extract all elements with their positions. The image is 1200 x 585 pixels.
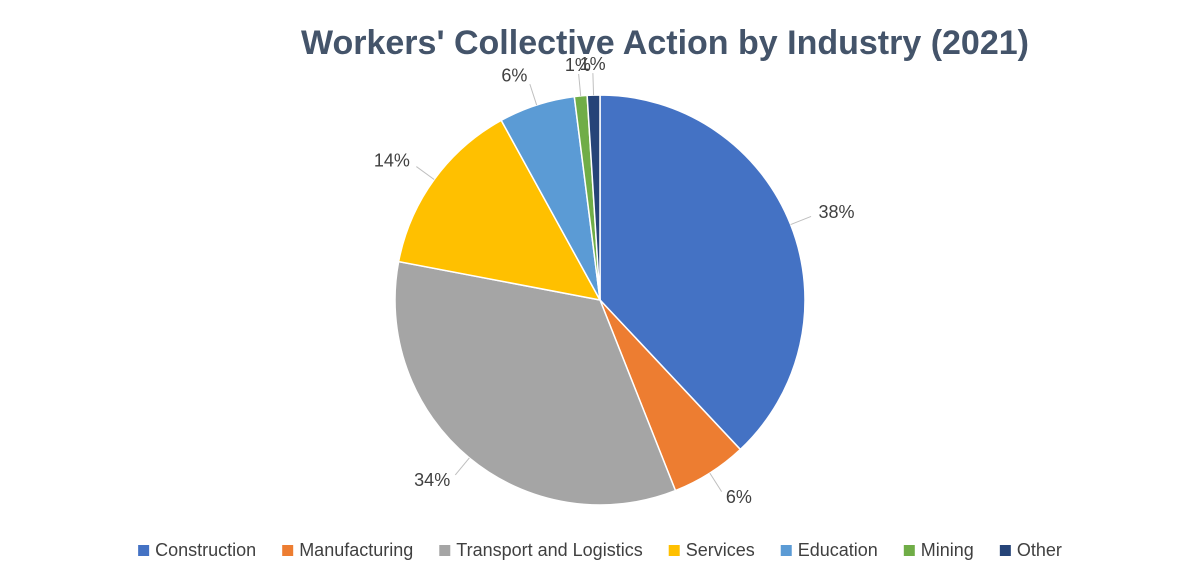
legend-label: Education xyxy=(798,540,878,560)
chart-title: Workers' Collective Action by Industry (… xyxy=(301,24,1029,62)
legend-label: Construction xyxy=(155,540,256,560)
legend-label: Services xyxy=(686,540,755,560)
data-label: 14% xyxy=(374,151,410,171)
data-label: 1% xyxy=(565,55,591,75)
data-label: 6% xyxy=(501,65,527,85)
pie-slice xyxy=(394,260,677,506)
pie-slice xyxy=(397,119,602,302)
legend-label: Other xyxy=(1017,540,1062,560)
legend-swatch xyxy=(439,545,451,556)
leader-line xyxy=(529,83,538,106)
leader-line xyxy=(416,166,435,180)
legend-label: Mining xyxy=(921,540,974,560)
legend-label: Manufacturing xyxy=(299,540,413,560)
legend-swatch xyxy=(999,545,1011,556)
legend-swatch xyxy=(282,545,294,556)
legend-swatch xyxy=(138,545,150,556)
leader-line xyxy=(592,73,595,96)
leader-line xyxy=(790,215,812,225)
legend-label: Transport and Logistics xyxy=(456,540,642,560)
data-label: 38% xyxy=(818,202,854,222)
legend-swatch xyxy=(780,545,792,556)
data-label: 34% xyxy=(414,470,450,490)
leader-line xyxy=(454,457,470,476)
data-label: 6% xyxy=(726,487,752,507)
legend-swatch xyxy=(903,545,915,556)
data-label: 1% xyxy=(580,54,606,74)
leader-line xyxy=(709,472,723,492)
legend-swatch xyxy=(668,545,680,556)
leader-line xyxy=(578,73,582,96)
